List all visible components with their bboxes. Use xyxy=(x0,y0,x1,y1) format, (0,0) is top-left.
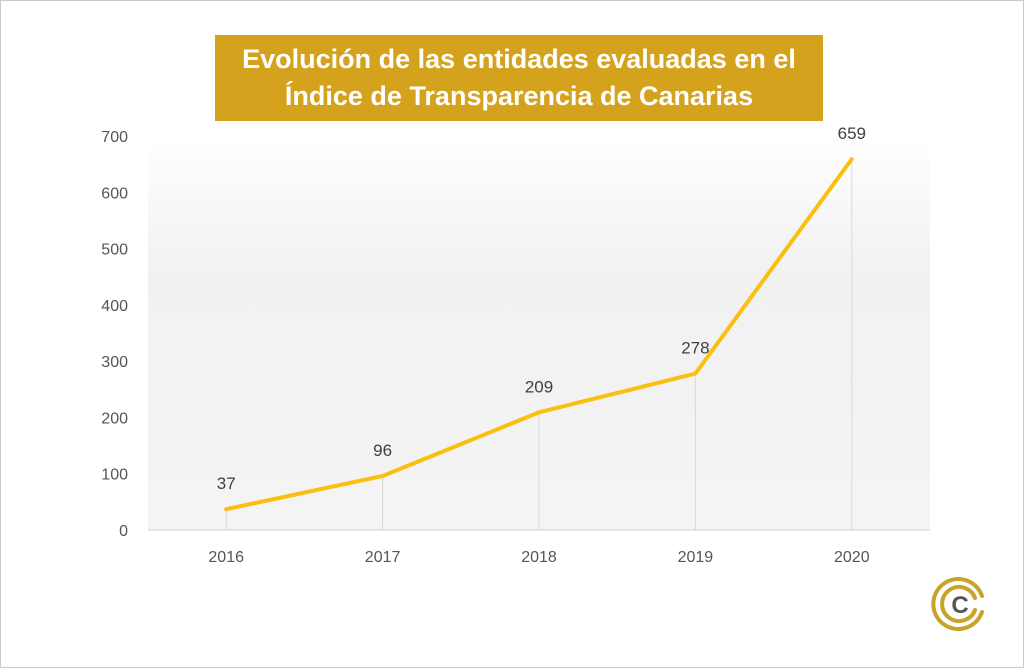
y-tick-label: 700 xyxy=(101,129,128,146)
brand-logo-icon: C xyxy=(931,577,984,631)
data-label: 37 xyxy=(217,474,236,493)
x-tick-label: 2017 xyxy=(365,549,401,566)
x-tick-label: 2019 xyxy=(678,549,714,566)
y-tick-label: 600 xyxy=(101,185,128,202)
y-tick-label: 0 xyxy=(119,523,128,540)
data-label: 278 xyxy=(681,339,709,358)
data-label: 96 xyxy=(373,441,392,460)
y-tick-label: 400 xyxy=(101,298,128,315)
chart-title-box: Evolución de las entidades evaluadas en … xyxy=(215,35,823,121)
x-tick-label: 2018 xyxy=(521,549,557,566)
chart-title-line-1: Evolución de las entidades evaluadas en … xyxy=(242,44,796,74)
y-tick-label: 300 xyxy=(101,354,128,371)
logo-inner-arc-icon xyxy=(940,585,977,623)
data-label: 659 xyxy=(838,124,866,143)
x-tick-label: 2020 xyxy=(834,549,870,566)
chart-title-line-2: Índice de Transparencia de Canarias xyxy=(284,81,754,111)
data-label: 209 xyxy=(525,377,553,396)
series-line xyxy=(224,157,854,512)
logo-outer-arc-icon xyxy=(931,577,984,631)
y-tick-label: 200 xyxy=(101,410,128,427)
logo-letter: C xyxy=(951,592,968,619)
x-tick-label: 2016 xyxy=(208,549,244,566)
y-tick-label: 100 xyxy=(101,467,128,484)
y-tick-label: 500 xyxy=(101,242,128,259)
